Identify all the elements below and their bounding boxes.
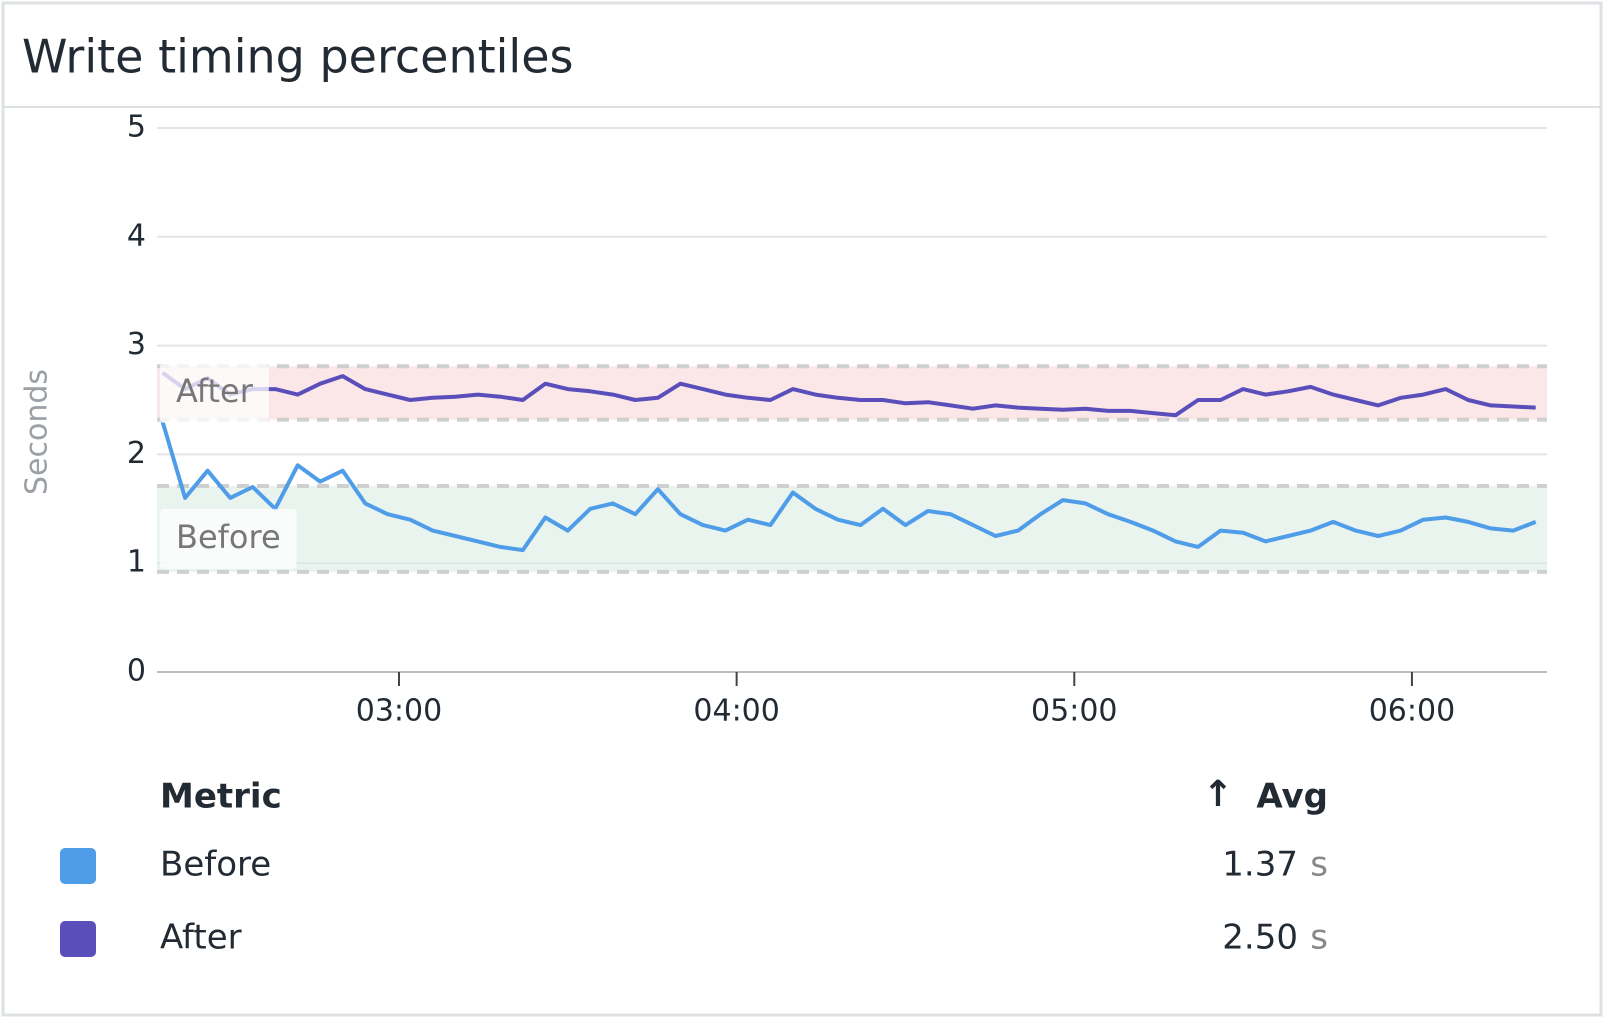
- y-tick-label: 0: [127, 654, 146, 689]
- legend-avg: 1.37: [1222, 845, 1298, 885]
- legend-label: Before: [160, 845, 271, 885]
- threshold-band: [157, 366, 1547, 420]
- legend-header: Metric: [160, 777, 282, 817]
- chart-title: Write timing percentiles: [22, 30, 573, 84]
- series-line: [160, 421, 1537, 553]
- legend-avg: 2.50: [1222, 918, 1298, 958]
- y-tick-label: 2: [127, 436, 146, 471]
- legend-unit: s: [1310, 918, 1328, 958]
- legend-swatch: [60, 921, 96, 957]
- y-tick-label: 4: [127, 218, 146, 253]
- legend-unit: s: [1310, 845, 1328, 885]
- legend-label: After: [160, 918, 242, 958]
- y-tick-label: 5: [127, 110, 146, 145]
- y-tick-label: 1: [127, 545, 146, 580]
- y-tick-label: 3: [127, 327, 146, 362]
- x-tick-label: 06:00: [1369, 694, 1455, 729]
- y-axis-label: Seconds: [20, 369, 55, 495]
- legend-swatch: [60, 848, 96, 884]
- band-label: After: [176, 372, 254, 410]
- threshold-band: [157, 485, 1547, 572]
- band-label: Before: [176, 518, 281, 556]
- band-label-bg: [160, 362, 269, 423]
- x-tick-label: 04:00: [693, 694, 779, 729]
- series-line: [161, 371, 1536, 418]
- legend-header: Avg: [1256, 777, 1328, 817]
- band-label-bg: [160, 508, 297, 569]
- sort-indicator: ↑: [1203, 774, 1233, 815]
- x-tick-label: 05:00: [1031, 694, 1117, 729]
- x-tick-label: 03:00: [356, 694, 442, 729]
